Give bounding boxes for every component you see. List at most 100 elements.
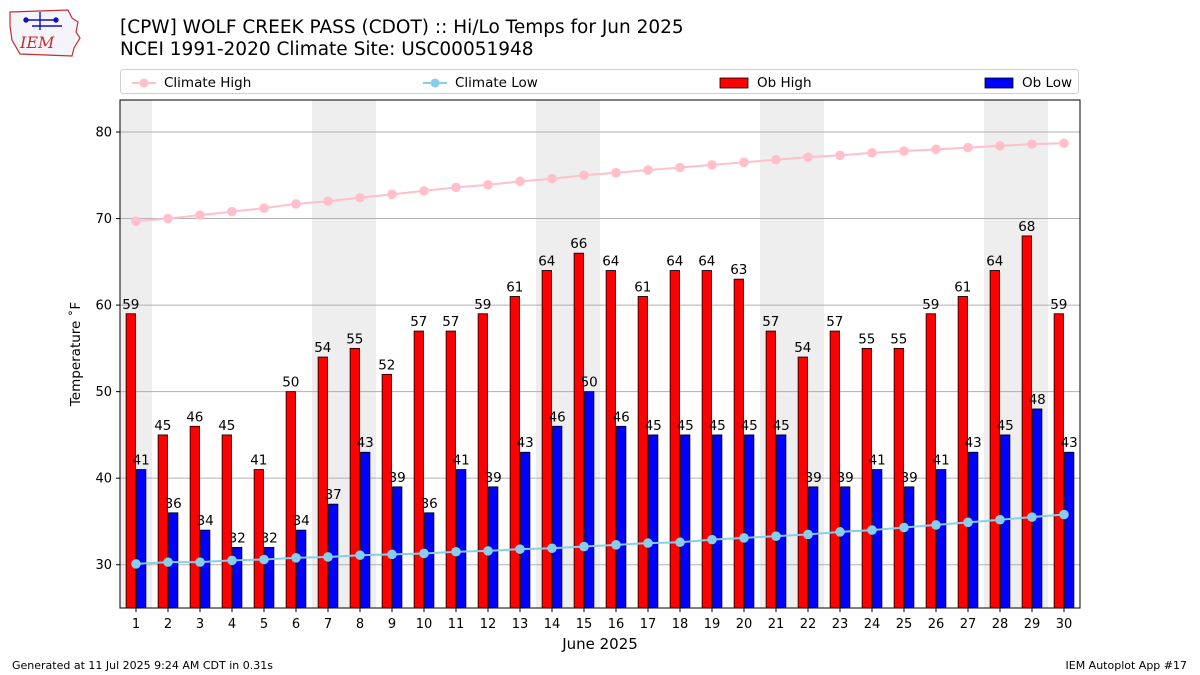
ob-low-bar (968, 451, 979, 609)
ob-low-bar (712, 434, 723, 609)
x-tick-label: 7 (324, 617, 332, 632)
climate-low-point (835, 527, 845, 537)
ob-high-bar (349, 347, 360, 609)
x-tick-label: 4 (228, 617, 236, 632)
chart-legend: Climate High Climate Low Ob High Ob Low (120, 69, 1079, 94)
climate-low-point (323, 552, 333, 562)
ob-low-value-label: 43 (517, 435, 534, 451)
ob-low-value-label: 43 (965, 435, 982, 451)
plot-frame (119, 99, 1081, 609)
ob-high-value-label: 59 (122, 297, 139, 313)
ob-low-value-label: 46 (549, 409, 566, 425)
x-tick-label: 26 (928, 617, 945, 632)
generated-timestamp: Generated at 11 Jul 2025 9:24 AM CDT in … (12, 659, 273, 672)
ob-low-bar (808, 486, 819, 609)
ob-low-bar (904, 486, 915, 609)
climate-low-point (643, 538, 653, 548)
x-tick-label: 9 (388, 617, 396, 632)
x-tick-label: 30 (1056, 617, 1073, 632)
ob-low-value-label: 50 (581, 375, 598, 391)
climate-high-point (675, 162, 685, 173)
ob-low-value-label: 34 (197, 513, 214, 529)
climate-high-point (323, 196, 333, 207)
climate-low-swatch-icon (423, 78, 447, 87)
logo-text: IEM (19, 33, 55, 52)
ob-high-value-label: 55 (858, 331, 875, 347)
ob-low-bar (296, 529, 307, 609)
ob-high-value-label: 64 (986, 253, 1003, 269)
ob-low-value-label: 37 (325, 487, 342, 503)
ob-low-value-label: 39 (389, 470, 406, 486)
weekend-band (120, 100, 152, 608)
ob-high-bar (989, 270, 1000, 609)
ob-low-value-label: 45 (677, 418, 694, 434)
climate-high-point (355, 192, 365, 203)
x-tick-label: 1 (132, 617, 140, 632)
ob-low-bar (552, 425, 563, 609)
x-tick-label: 21 (768, 617, 785, 632)
ob-high-value-label: 57 (442, 314, 459, 330)
y-tick-label: 70 (95, 212, 112, 227)
climate-high-point (707, 160, 717, 170)
weekend-band (312, 100, 344, 608)
climate-high-point (867, 147, 877, 158)
climate-high-point (643, 165, 653, 175)
ob-low-value-label: 39 (805, 470, 822, 486)
ob-low-bar (840, 486, 851, 609)
ob-high-value-label: 55 (890, 331, 907, 347)
x-tick-label: 18 (672, 617, 689, 632)
ob-high-value-label: 45 (154, 418, 171, 434)
climate-low-point (579, 541, 589, 552)
legend-label-ob-high: Ob High (757, 74, 812, 91)
x-tick-label: 6 (292, 617, 300, 632)
x-tick-label: 28 (992, 617, 1009, 632)
ob-high-value-label: 50 (282, 375, 299, 391)
y-tick-label: 30 (95, 558, 112, 573)
ob-high-bar (317, 356, 328, 609)
ob-high-value-label: 61 (954, 279, 971, 295)
weekend-band (760, 100, 792, 608)
climate-high-point (579, 170, 589, 181)
climate-low-point (675, 537, 685, 548)
ob-high-value-label: 57 (762, 314, 779, 330)
climate-low-point (483, 546, 493, 556)
climate-low-point (995, 514, 1005, 525)
climate-high-point (387, 189, 397, 200)
x-tick-label: 22 (800, 617, 817, 632)
x-tick-label: 12 (480, 617, 497, 632)
legend-label-ob-low: Ob Low (1022, 74, 1073, 91)
ob-high-value-label: 54 (794, 340, 811, 356)
x-tick-label: 17 (640, 617, 657, 632)
y-tick-label: 60 (95, 299, 112, 314)
ob-low-bar (136, 469, 147, 609)
ob-low-bar (776, 434, 787, 609)
legend-ob-high: Ob High (719, 70, 812, 95)
ob-low-swatch-icon (984, 77, 1014, 88)
climate-low-point (163, 557, 173, 567)
climate-low-point (195, 557, 205, 567)
climate-high-point (131, 216, 141, 226)
ob-low-value-label: 32 (261, 530, 278, 546)
legend-climate-low: Climate Low (423, 70, 538, 95)
ob-low-value-label: 32 (229, 530, 246, 546)
ob-high-value-label: 55 (346, 331, 363, 347)
climate-low-point (707, 534, 717, 545)
ob-high-value-label: 59 (922, 297, 939, 313)
ob-high-value-label: 64 (698, 253, 715, 269)
climate-high-point (963, 142, 973, 153)
climate-high-point (1027, 139, 1037, 149)
ob-high-bar (1053, 313, 1064, 609)
legend-ob-low: Ob Low (984, 70, 1072, 95)
ob-low-value-label: 39 (837, 470, 854, 486)
x-tick-label: 2 (164, 617, 172, 632)
climate-low-point (1027, 512, 1037, 522)
x-tick-label: 25 (896, 617, 913, 632)
ob-low-value-label: 45 (997, 418, 1014, 434)
x-tick-label: 23 (832, 617, 849, 632)
x-tick-label: 20 (736, 617, 753, 632)
y-axis-label: Temperature ˚F (67, 302, 84, 407)
ob-high-bar (477, 313, 488, 609)
ob-low-value-label: 45 (709, 418, 726, 434)
ob-low-bar (648, 434, 659, 609)
